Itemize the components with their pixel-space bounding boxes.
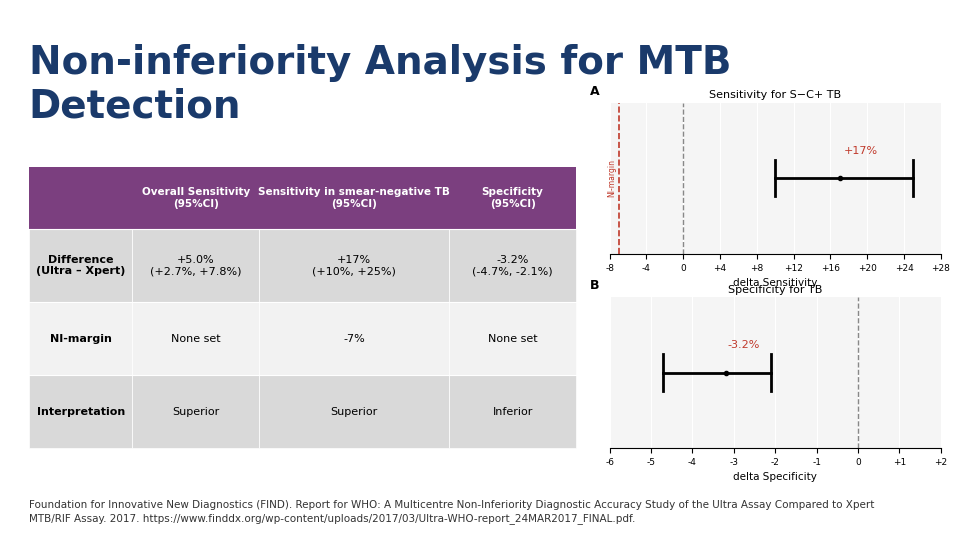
Text: NI-margin: NI-margin xyxy=(50,334,111,343)
Text: Specificity
(95%CI): Specificity (95%CI) xyxy=(482,187,543,209)
FancyBboxPatch shape xyxy=(259,302,449,375)
FancyBboxPatch shape xyxy=(449,375,576,448)
Text: Overall Sensitivity
(95%CI): Overall Sensitivity (95%CI) xyxy=(142,187,250,209)
Text: -7%: -7% xyxy=(344,334,365,343)
Text: Superior: Superior xyxy=(172,407,220,417)
FancyBboxPatch shape xyxy=(259,375,449,448)
Text: +17%: +17% xyxy=(844,145,878,156)
FancyBboxPatch shape xyxy=(132,167,259,229)
FancyBboxPatch shape xyxy=(132,302,259,375)
Text: None set: None set xyxy=(488,334,538,343)
FancyBboxPatch shape xyxy=(449,167,576,229)
Text: None set: None set xyxy=(171,334,221,343)
Title: Specificity for TB: Specificity for TB xyxy=(728,285,823,295)
FancyBboxPatch shape xyxy=(259,229,449,302)
FancyBboxPatch shape xyxy=(29,302,132,375)
Text: Superior: Superior xyxy=(330,407,378,417)
Text: A: A xyxy=(589,85,599,98)
FancyBboxPatch shape xyxy=(29,229,132,302)
Text: -3.2%: -3.2% xyxy=(728,340,760,350)
Text: Sensitivity in smear-negative TB
(95%CI): Sensitivity in smear-negative TB (95%CI) xyxy=(258,187,450,209)
Text: -3.2%
(-4.7%, -2.1%): -3.2% (-4.7%, -2.1%) xyxy=(472,255,553,276)
Text: NI-margin: NI-margin xyxy=(607,159,616,197)
FancyBboxPatch shape xyxy=(29,375,132,448)
Text: Interpretation: Interpretation xyxy=(36,407,125,417)
Text: Non-inferiority Analysis for MTB
Detection: Non-inferiority Analysis for MTB Detecti… xyxy=(29,44,732,126)
Text: +17%
(+10%, +25%): +17% (+10%, +25%) xyxy=(312,255,396,276)
X-axis label: delta Specificity: delta Specificity xyxy=(733,472,817,482)
FancyBboxPatch shape xyxy=(259,167,449,229)
FancyBboxPatch shape xyxy=(132,229,259,302)
FancyBboxPatch shape xyxy=(132,375,259,448)
Text: +5.0%
(+2.7%, +7.8%): +5.0% (+2.7%, +7.8%) xyxy=(150,255,242,276)
Text: Foundation for Innovative New Diagnostics (FIND). Report for WHO: A Multicentre : Foundation for Innovative New Diagnostic… xyxy=(29,500,875,524)
FancyBboxPatch shape xyxy=(29,167,132,229)
X-axis label: delta Sensitivity: delta Sensitivity xyxy=(733,278,817,288)
Text: Difference
(Ultra – Xpert): Difference (Ultra – Xpert) xyxy=(36,255,126,276)
Text: Inferior: Inferior xyxy=(492,407,533,417)
Text: B: B xyxy=(589,279,599,293)
FancyBboxPatch shape xyxy=(449,302,576,375)
FancyBboxPatch shape xyxy=(449,229,576,302)
Title: Sensitivity for S−C+ TB: Sensitivity for S−C+ TB xyxy=(709,90,841,100)
